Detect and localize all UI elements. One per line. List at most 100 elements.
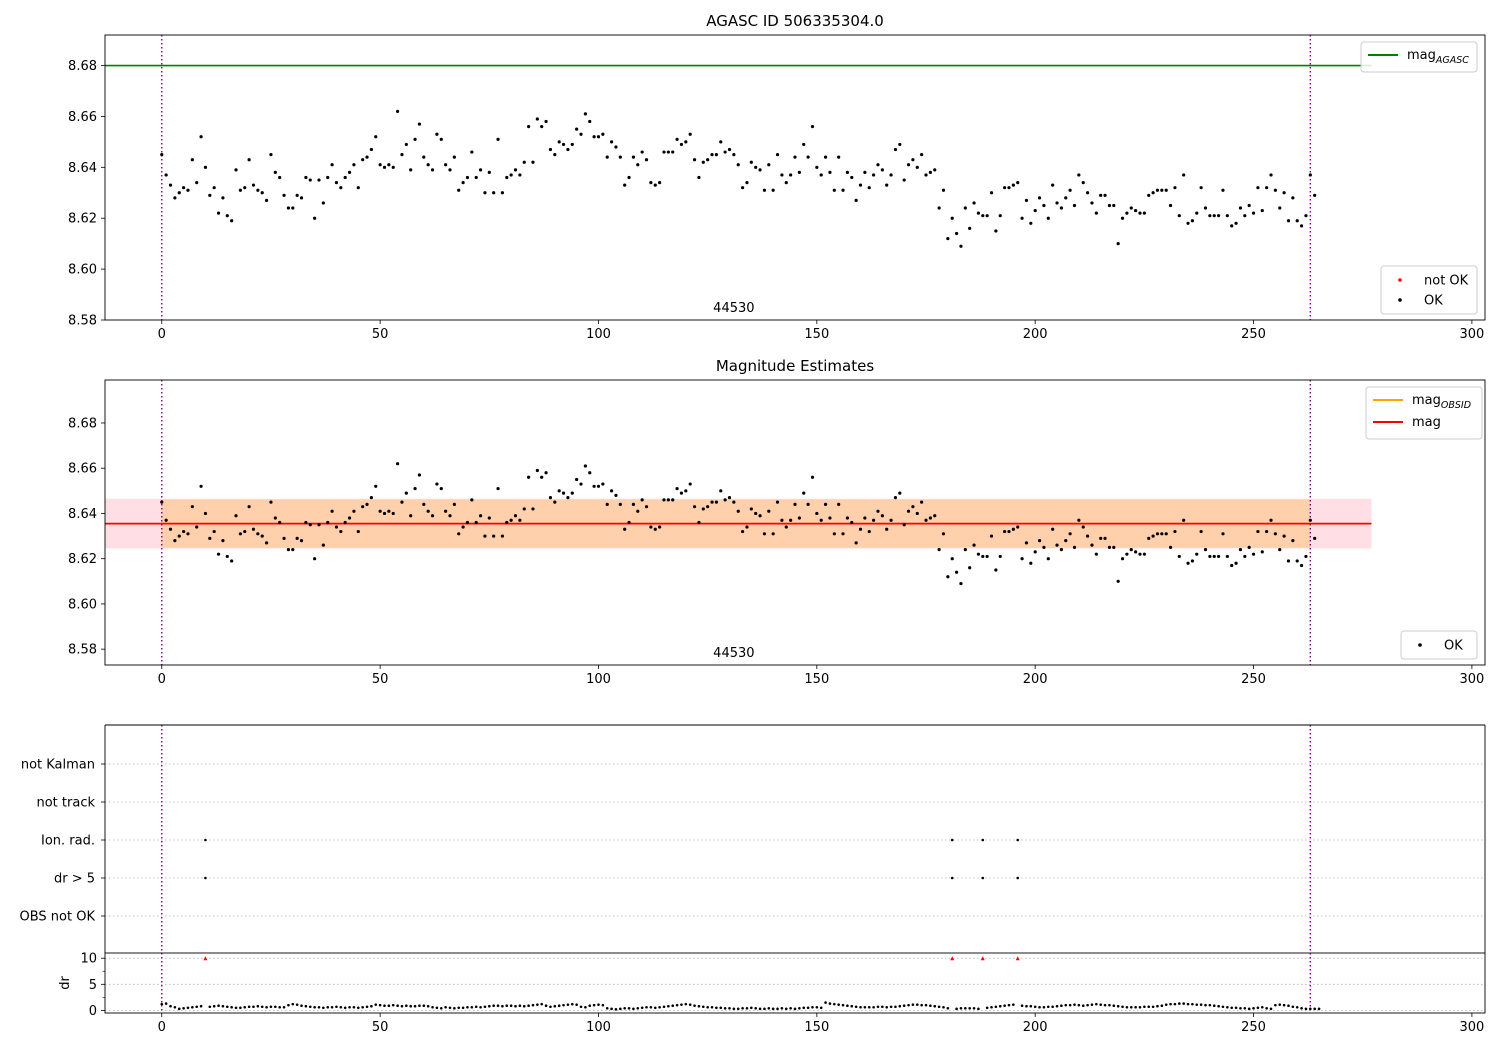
mag-point-ok xyxy=(1286,219,1291,223)
dr-point xyxy=(1239,1007,1242,1010)
mag-estimate-point xyxy=(906,509,911,513)
mag-point-ok xyxy=(1107,203,1112,208)
mag-point-ok xyxy=(850,175,854,180)
mag-point-ok xyxy=(553,152,557,157)
dr-point xyxy=(579,1005,583,1009)
mag-estimate-point xyxy=(968,566,972,570)
mag-estimate-point xyxy=(1243,554,1247,559)
mag-estimate-point xyxy=(391,511,395,516)
mag-point-ok xyxy=(588,119,592,124)
mag-point-ok xyxy=(221,196,225,200)
mag-point-ok xyxy=(208,193,212,197)
mag-point-ok xyxy=(1203,206,1208,210)
dr-point xyxy=(575,1003,578,1006)
mag-point-ok xyxy=(439,137,443,141)
mag-estimate-point xyxy=(444,509,448,513)
flag-category-label: not track xyxy=(36,796,95,811)
legend-point-swatch xyxy=(1398,278,1402,282)
mag-estimate-point xyxy=(422,502,426,507)
dr-point xyxy=(1208,1003,1212,1007)
flag-point xyxy=(981,876,985,880)
dr-point xyxy=(418,1004,421,1007)
dr-point xyxy=(252,1005,255,1009)
mag-estimate-point xyxy=(417,473,422,477)
mag-point-ok xyxy=(649,180,653,185)
mag-estimate-point xyxy=(954,570,959,574)
mag-point-ok xyxy=(409,168,413,172)
dr-point xyxy=(322,1006,325,1010)
mag-estimate-point xyxy=(478,514,483,518)
dr-point xyxy=(1230,1006,1234,1010)
mag-point-ok xyxy=(273,170,277,175)
dr-point xyxy=(177,1007,181,1011)
mag-point-ok xyxy=(173,196,177,200)
mag-point-ok xyxy=(976,211,981,215)
mag-point-ok xyxy=(1247,203,1251,208)
dr-point xyxy=(684,1002,688,1006)
mag-estimate-point xyxy=(1129,548,1133,552)
mag-estimate-point xyxy=(522,507,526,511)
mag-estimate-point xyxy=(636,509,640,513)
dr-point xyxy=(968,1007,971,1010)
mag-point-ok xyxy=(330,163,334,167)
mag-point-ok xyxy=(736,163,740,167)
flag-point xyxy=(950,838,954,842)
dr-point xyxy=(396,1004,399,1007)
mag-estimate-point xyxy=(243,529,247,534)
mag-point-ok xyxy=(679,142,684,147)
mag-estimate-point xyxy=(950,557,954,561)
mag-estimate-point xyxy=(1042,545,1046,549)
mag-point-ok xyxy=(889,173,893,177)
dr-point xyxy=(1033,1005,1037,1009)
mag-estimate-point xyxy=(247,505,251,509)
dr-point xyxy=(719,1006,723,1010)
mag-estimate-point xyxy=(1247,545,1251,549)
mag-estimate-point xyxy=(845,516,850,520)
dr-point xyxy=(693,1004,696,1007)
mag-point-ok xyxy=(195,180,199,185)
dr-point xyxy=(671,1004,675,1007)
mag-estimate-point xyxy=(1029,561,1033,565)
dr-axis-label: dr xyxy=(58,976,73,990)
dr-point xyxy=(605,1007,609,1010)
mag-point-ok xyxy=(1208,214,1212,218)
mag-estimate-point xyxy=(1064,538,1068,543)
dr-point xyxy=(453,1007,456,1010)
dr-point xyxy=(653,1006,657,1010)
mag-estimate-point xyxy=(1260,550,1264,554)
dr-point xyxy=(697,1004,701,1008)
dr-point xyxy=(1116,1004,1120,1008)
mag-estimate-point xyxy=(767,509,771,513)
y-tick-label: 8.64 xyxy=(68,507,97,522)
mag-point-ok xyxy=(920,152,924,157)
dr-point xyxy=(994,1005,998,1009)
axes-frame xyxy=(104,952,1486,1014)
y-tick-label: 8.60 xyxy=(68,597,97,612)
mag-point-ok xyxy=(527,125,531,129)
mag-point-ok xyxy=(876,163,880,167)
mag-point-ok xyxy=(234,168,238,172)
mag-estimate-point xyxy=(1134,550,1138,554)
x-tick-label: 100 xyxy=(586,672,611,687)
mag-estimate-point xyxy=(264,541,269,545)
dr-point xyxy=(924,1003,928,1007)
mag-point-ok xyxy=(863,170,867,175)
mag-point-ok xyxy=(435,132,439,136)
mag-point-ok xyxy=(1230,224,1234,228)
dr-point xyxy=(562,1003,565,1007)
mag-estimate-point xyxy=(662,498,666,502)
mag-point-ok xyxy=(749,160,753,164)
dr-point xyxy=(549,1005,552,1009)
dr-point xyxy=(435,1006,439,1010)
mag-estimate-point xyxy=(797,516,801,520)
mag-point-ok xyxy=(893,147,898,152)
dr-point xyxy=(1247,1007,1251,1011)
mag-estimate-point xyxy=(1304,554,1308,559)
mag-estimate-point xyxy=(1094,552,1098,556)
dr-point xyxy=(732,1007,736,1011)
mag-estimate-point xyxy=(876,509,880,513)
dr-point xyxy=(274,1005,277,1009)
mag-estimate-point xyxy=(723,498,727,502)
dr-point xyxy=(885,1005,889,1009)
mag-point-ok xyxy=(819,173,823,177)
